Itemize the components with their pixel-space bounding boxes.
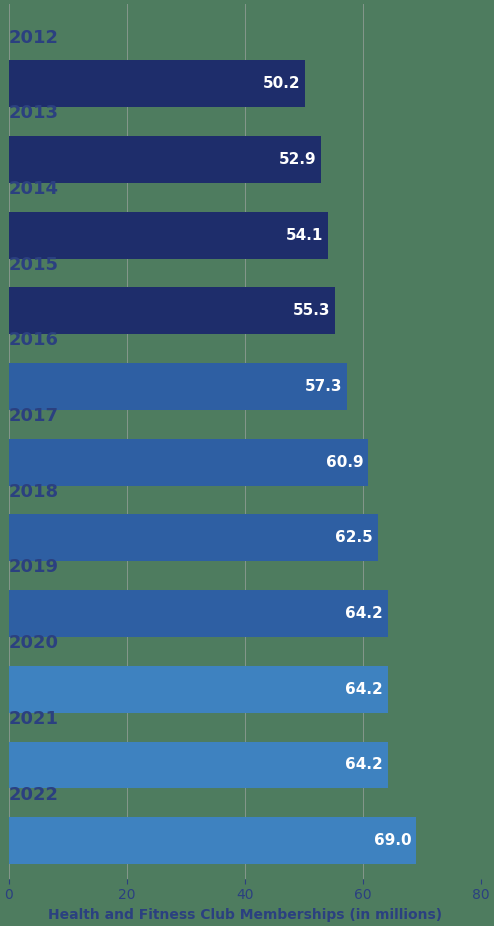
Bar	[8, 60, 305, 107]
Text: 60.9: 60.9	[326, 455, 364, 469]
Text: 2016: 2016	[8, 332, 59, 349]
Text: 54.1: 54.1	[286, 228, 324, 243]
X-axis label: Health and Fitness Club Memberships (in millions): Health and Fitness Club Memberships (in …	[48, 907, 442, 922]
Bar	[8, 515, 378, 561]
Text: 50.2: 50.2	[263, 76, 300, 91]
Text: 64.2: 64.2	[345, 757, 383, 772]
Text: 2015: 2015	[8, 256, 59, 274]
Text: 2018: 2018	[8, 482, 59, 501]
Bar	[8, 590, 388, 637]
Bar	[8, 136, 321, 182]
Text: 2017: 2017	[8, 407, 59, 425]
Text: 2013: 2013	[8, 105, 59, 122]
Text: 55.3: 55.3	[293, 304, 330, 319]
Bar	[8, 439, 368, 485]
Bar	[8, 742, 388, 788]
Text: 64.2: 64.2	[345, 682, 383, 696]
Text: 52.9: 52.9	[279, 152, 316, 167]
Bar	[8, 363, 347, 410]
Text: 2014: 2014	[8, 180, 59, 198]
Text: 69.0: 69.0	[373, 833, 412, 848]
Text: 2019: 2019	[8, 558, 59, 577]
Bar	[8, 212, 328, 258]
Text: 2012: 2012	[8, 29, 59, 46]
Bar	[8, 666, 388, 713]
Text: 64.2: 64.2	[345, 607, 383, 621]
Text: 2022: 2022	[8, 785, 59, 804]
Text: 2020: 2020	[8, 634, 59, 652]
Text: 2021: 2021	[8, 710, 59, 728]
Bar	[8, 287, 335, 334]
Text: 62.5: 62.5	[335, 531, 373, 545]
Text: 57.3: 57.3	[305, 379, 342, 394]
Bar	[8, 818, 416, 864]
